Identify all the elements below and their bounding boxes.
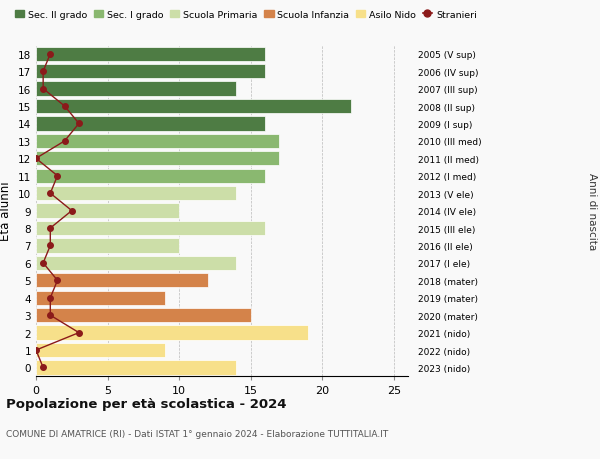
Point	[31, 155, 41, 162]
Bar	[36, 256, 236, 270]
Text: COMUNE DI AMATRICE (RI) - Dati ISTAT 1° gennaio 2024 - Elaborazione TUTTITALIA.I: COMUNE DI AMATRICE (RI) - Dati ISTAT 1° …	[6, 429, 388, 438]
Point	[53, 173, 62, 180]
Bar	[36, 343, 165, 358]
Point	[74, 329, 84, 336]
Point	[46, 190, 55, 197]
Point	[46, 225, 55, 232]
Bar	[36, 152, 279, 166]
Point	[38, 68, 48, 76]
Bar	[36, 291, 165, 305]
Bar	[36, 100, 351, 114]
Bar	[36, 82, 236, 96]
Bar	[36, 204, 179, 218]
Point	[67, 207, 77, 215]
Bar	[36, 65, 265, 79]
Bar	[36, 308, 251, 323]
Point	[46, 294, 55, 302]
Text: Anni di nascita: Anni di nascita	[587, 173, 597, 250]
Bar	[36, 274, 208, 288]
Point	[60, 138, 70, 145]
Text: Popolazione per età scolastica - 2024: Popolazione per età scolastica - 2024	[6, 397, 287, 410]
Point	[38, 86, 48, 93]
Bar	[36, 169, 265, 184]
Bar	[36, 117, 265, 131]
Point	[46, 312, 55, 319]
Bar	[36, 221, 265, 235]
Point	[60, 103, 70, 111]
Point	[74, 121, 84, 128]
Bar	[36, 326, 308, 340]
Bar	[36, 47, 265, 62]
Y-axis label: Età alunni: Età alunni	[0, 181, 13, 241]
Point	[53, 277, 62, 285]
Point	[46, 242, 55, 250]
Point	[31, 347, 41, 354]
Bar	[36, 361, 236, 375]
Point	[46, 51, 55, 58]
Bar	[36, 239, 179, 253]
Legend: Sec. II grado, Sec. I grado, Scuola Primaria, Scuola Infanzia, Asilo Nido, Stran: Sec. II grado, Sec. I grado, Scuola Prim…	[11, 7, 481, 23]
Point	[38, 364, 48, 371]
Bar	[36, 134, 279, 149]
Point	[38, 260, 48, 267]
Bar	[36, 187, 236, 201]
